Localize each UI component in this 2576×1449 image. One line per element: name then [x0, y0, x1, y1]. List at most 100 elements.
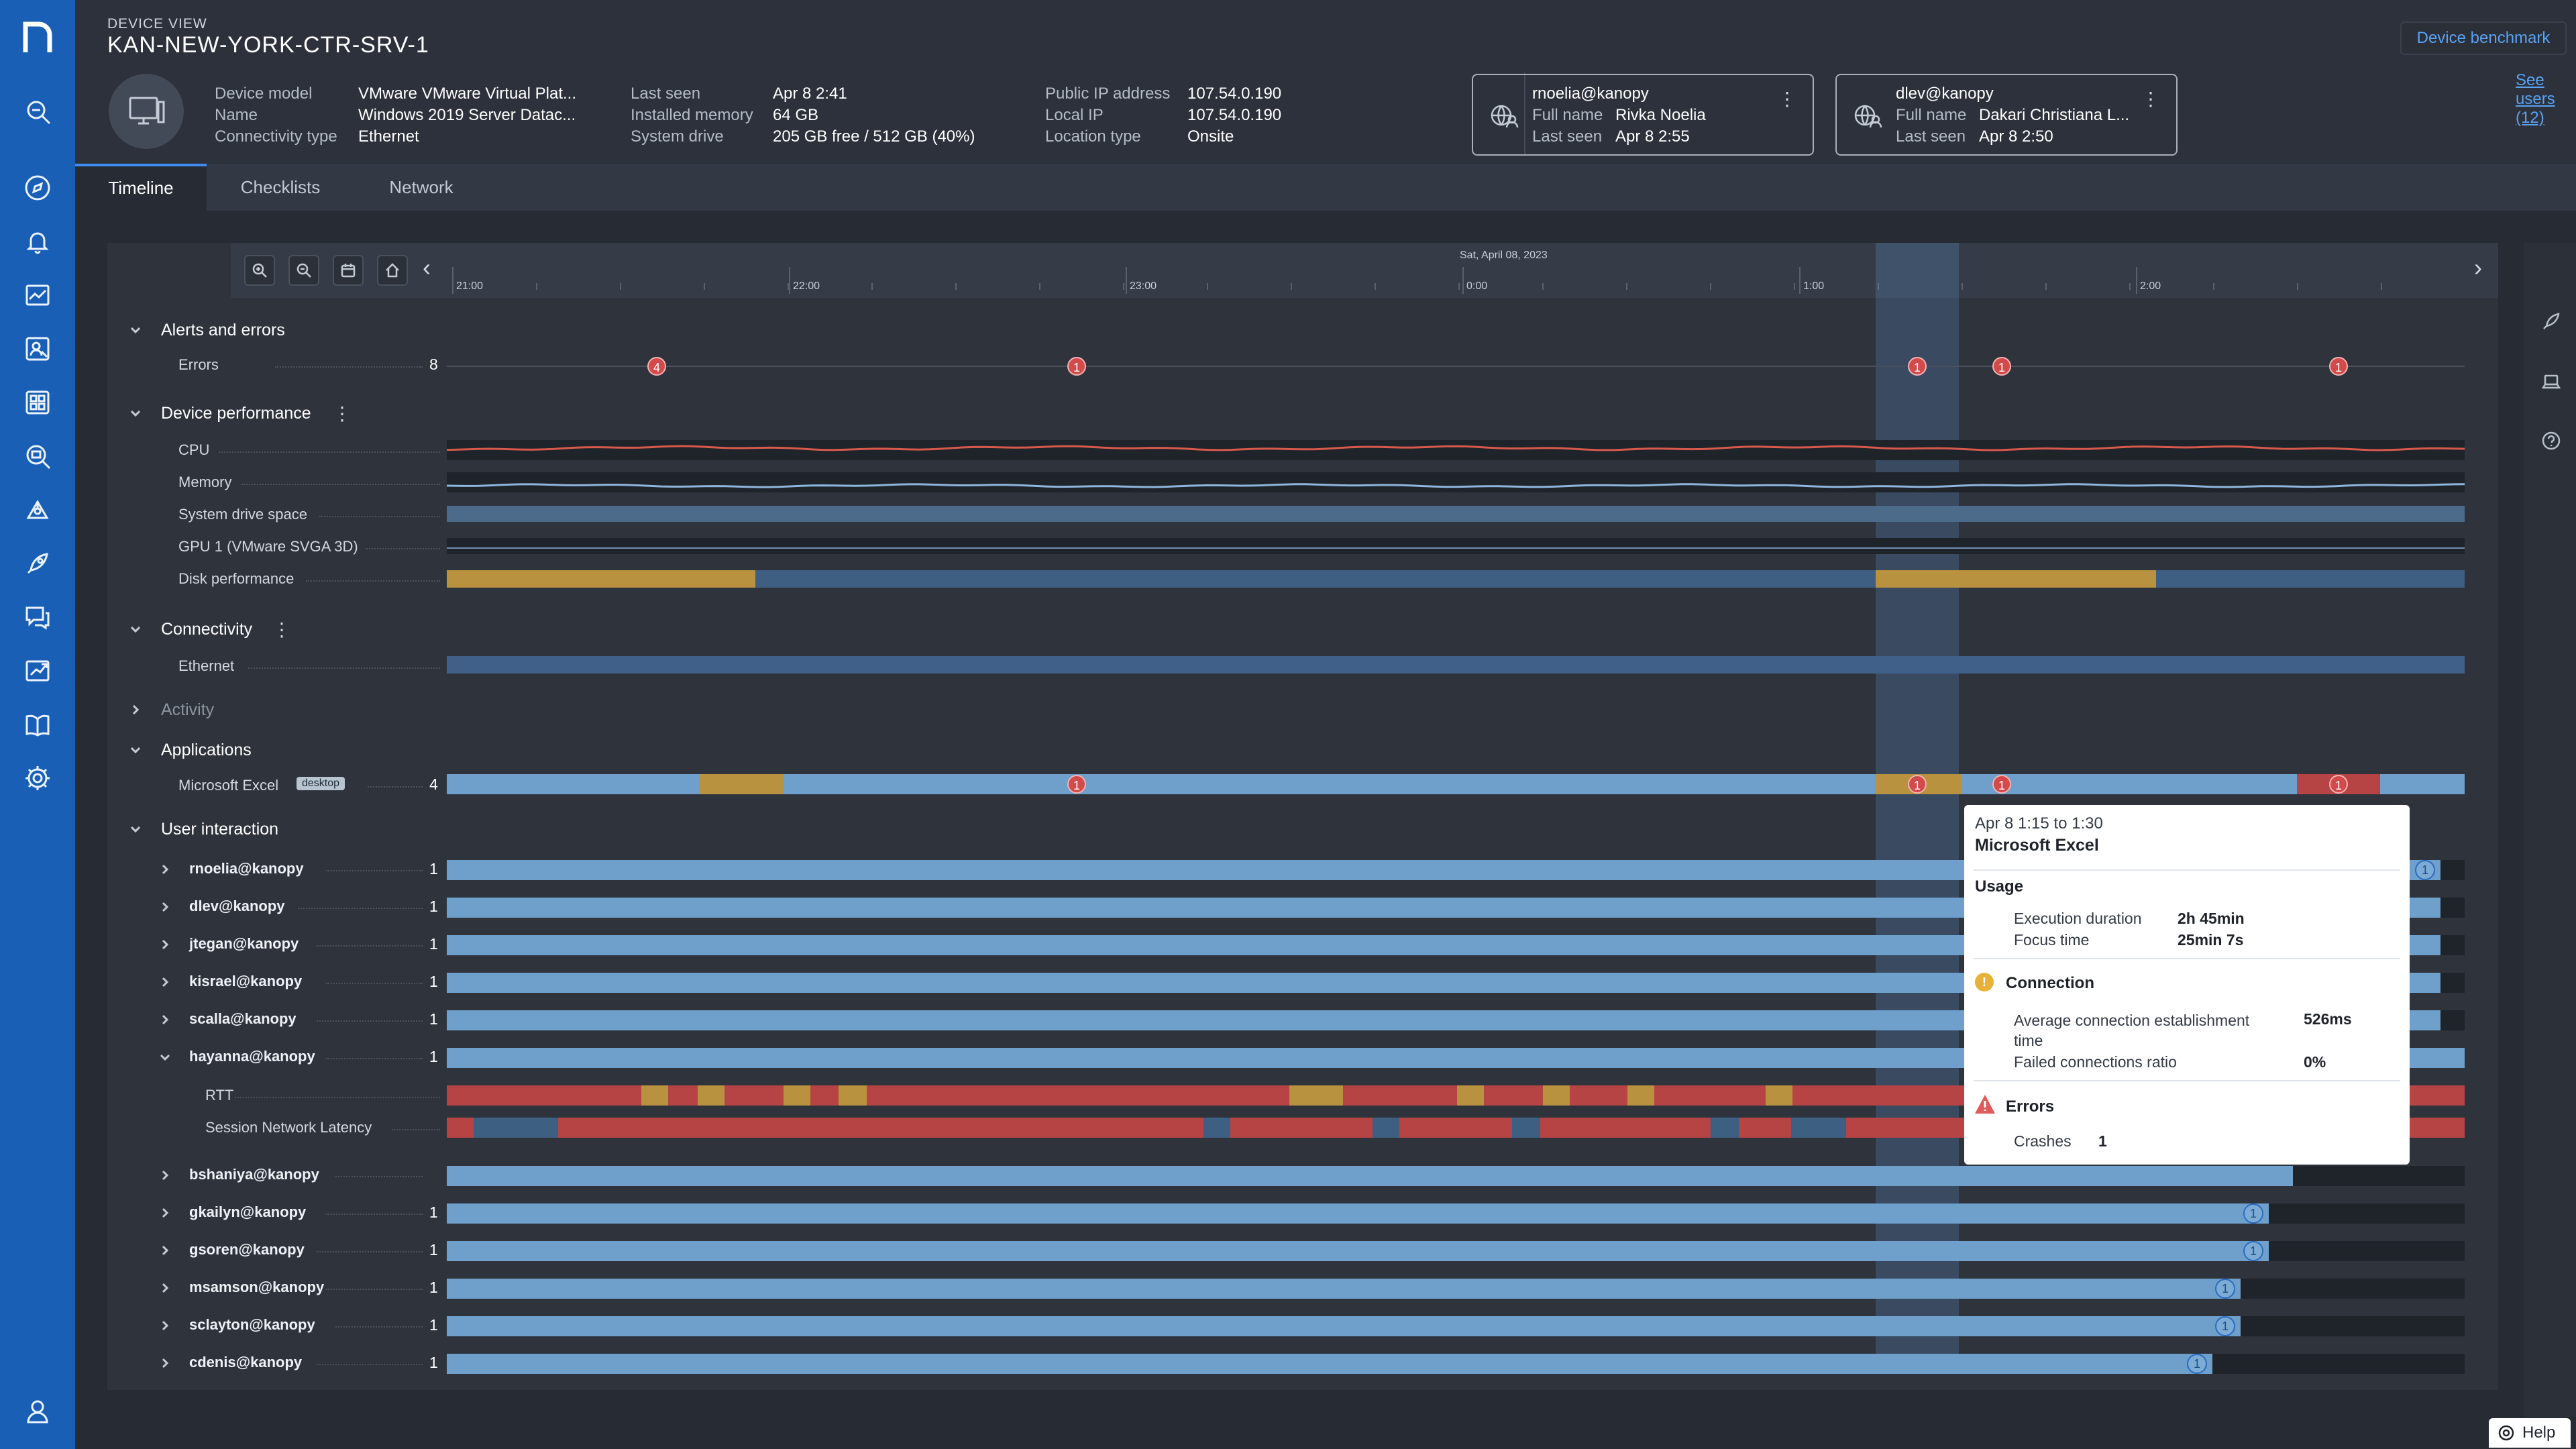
report-icon[interactable] [21, 655, 54, 687]
gear-icon[interactable] [21, 762, 54, 794]
logo-icon[interactable] [19, 19, 56, 56]
error-badge[interactable]: 1 [2329, 357, 2348, 376]
chevron-down-icon[interactable] [129, 822, 142, 836]
timeline-track[interactable] [447, 1203, 2465, 1224]
error-badge[interactable]: 1 [2329, 775, 2348, 794]
timeline-segment[interactable] [447, 570, 755, 588]
chevron-right-icon[interactable] [158, 1013, 172, 1026]
error-badge[interactable]: 4 [647, 357, 666, 376]
error-badge[interactable]: 1 [1067, 357, 1086, 376]
chevron-right-icon[interactable] [158, 1281, 172, 1295]
session-marker[interactable]: 1 [2187, 1354, 2207, 1374]
chevron-right-icon[interactable] [129, 703, 142, 716]
error-badge[interactable]: 1 [1992, 357, 2011, 376]
chevron-right-icon[interactable] [158, 1244, 172, 1257]
dashboard-icon[interactable] [21, 279, 54, 311]
zoom-out-button[interactable] [288, 255, 319, 286]
chevron-right-icon[interactable] [158, 863, 172, 876]
timeline-segment[interactable] [1876, 570, 2156, 588]
timeline-segment[interactable] [1373, 1118, 1399, 1138]
calendar-button[interactable] [333, 255, 364, 286]
timeline-segment[interactable] [1203, 1118, 1230, 1138]
timeline-track[interactable] [447, 506, 2465, 522]
chevron-down-icon[interactable] [129, 407, 142, 420]
book-icon[interactable] [21, 708, 54, 741]
chevron-right-icon[interactable] [158, 1169, 172, 1182]
home-button[interactable] [377, 255, 408, 286]
timeline-track[interactable] [447, 1354, 2465, 1374]
timeline-segment[interactable] [447, 1354, 2212, 1374]
user-search-icon[interactable] [21, 333, 54, 365]
section-applications[interactable]: Applications [161, 741, 252, 759]
more-options-icon[interactable]: ⋮ [2141, 89, 2160, 109]
profile-icon[interactable] [21, 1395, 54, 1428]
scroll-left-icon[interactable]: ‹ [423, 254, 431, 281]
chevron-right-icon[interactable] [158, 1319, 172, 1332]
timeline-track[interactable] [447, 570, 2465, 588]
timeline-segment[interactable] [1512, 1118, 1540, 1138]
tab-checklists[interactable]: Checklists [240, 177, 321, 197]
error-badge[interactable]: 1 [1067, 775, 1086, 794]
timeline-segment[interactable] [447, 1166, 2293, 1186]
more-options-icon[interactable]: ⋮ [272, 619, 291, 640]
section-alerts[interactable]: Alerts and errors [161, 321, 285, 339]
timeline-segment[interactable] [641, 1085, 668, 1106]
chevron-down-icon[interactable] [158, 1051, 172, 1064]
chevron-down-icon[interactable] [129, 623, 142, 636]
error-badge[interactable]: 1 [1908, 775, 1927, 794]
see-users-link[interactable]: See users (12) [2516, 71, 2555, 127]
timeline-segment[interactable] [1711, 1118, 1739, 1138]
timeline-track[interactable] [447, 1316, 2465, 1336]
chevron-right-icon[interactable] [158, 975, 172, 989]
timeline-track[interactable] [447, 656, 2465, 674]
timeline-segment[interactable] [1627, 1085, 1654, 1106]
timeline-track[interactable] [447, 538, 2465, 554]
tab-network[interactable]: Network [389, 177, 453, 197]
user-card[interactable]: dlev@kanopy Full name Dakari Christiana … [1835, 74, 2178, 156]
bell-icon[interactable] [21, 225, 54, 258]
timeline-segment[interactable] [784, 1085, 810, 1106]
section-user-interaction[interactable]: User interaction [161, 820, 279, 839]
section-connectivity[interactable]: Connectivity [161, 620, 253, 639]
rocket-icon[interactable] [2541, 311, 2561, 331]
compass-icon[interactable] [21, 172, 54, 204]
chevron-right-icon[interactable] [158, 1356, 172, 1370]
rocket-icon[interactable] [21, 547, 54, 580]
timeline-segment[interactable] [1791, 1118, 1846, 1138]
more-options-icon[interactable]: ⋮ [333, 403, 352, 424]
timeline-segment[interactable] [474, 1118, 558, 1138]
timeline-track[interactable] [447, 774, 2465, 794]
section-device-performance[interactable]: Device performance [161, 404, 311, 423]
chevron-down-icon[interactable] [129, 323, 142, 337]
session-marker[interactable]: 1 [2243, 1241, 2263, 1261]
chevron-right-icon[interactable] [158, 900, 172, 914]
session-marker[interactable]: 1 [2415, 860, 2435, 880]
timeline-segment[interactable] [447, 1203, 2269, 1224]
session-marker[interactable]: 1 [2215, 1279, 2235, 1299]
timeline-track[interactable] [447, 1166, 2465, 1186]
timeline-segment[interactable] [699, 774, 784, 794]
selected-time-range[interactable] [1876, 243, 1959, 1362]
timeline-segment[interactable] [698, 1085, 724, 1106]
search-icon[interactable] [21, 95, 54, 127]
error-badge[interactable]: 1 [1908, 357, 1927, 376]
timeline-segment[interactable] [447, 1241, 2269, 1261]
help-button[interactable]: Help [2489, 1418, 2571, 1448]
more-options-icon[interactable]: ⋮ [1778, 89, 1796, 109]
session-marker[interactable]: 1 [2215, 1316, 2235, 1336]
timeline-segment[interactable] [839, 1085, 867, 1106]
laptop-icon[interactable] [2541, 372, 2561, 392]
chevron-right-icon[interactable] [158, 938, 172, 951]
timeline-track[interactable] [447, 1279, 2465, 1299]
device-search-icon[interactable] [21, 440, 54, 472]
section-activity[interactable]: Activity [161, 700, 215, 719]
device-benchmark-button[interactable]: Device benchmark [2400, 21, 2567, 55]
zoom-in-button[interactable] [244, 255, 275, 286]
chevron-down-icon[interactable] [129, 743, 142, 757]
tab-timeline[interactable]: Timeline [75, 164, 207, 211]
help-circle-icon[interactable] [2541, 431, 2561, 451]
scroll-right-icon[interactable]: › [2474, 254, 2482, 281]
timeline-segment[interactable] [1543, 1085, 1570, 1106]
timeline-track[interactable] [447, 1241, 2465, 1261]
timeline-segment[interactable] [447, 1316, 2241, 1336]
